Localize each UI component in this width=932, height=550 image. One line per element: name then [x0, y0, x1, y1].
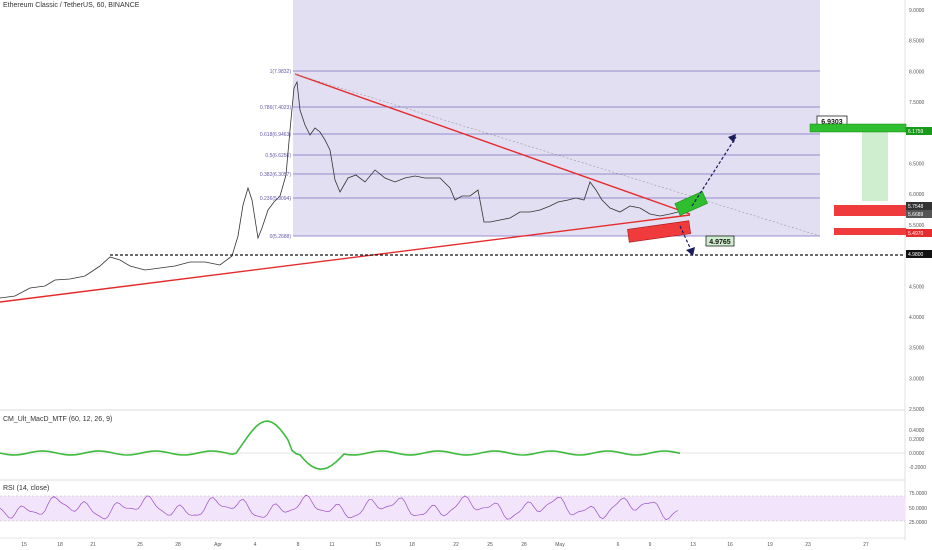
time-axis-tick: 15 — [375, 542, 381, 548]
macd-axis-tick: 0.2000 — [909, 437, 925, 443]
price-axis-tick: 8.0000 — [909, 69, 925, 75]
rsi-axis-tick: 75.0000 — [909, 491, 927, 497]
fib-level-label: 0(5.2688) — [270, 234, 292, 240]
rsi-indicator-label[interactable]: RSI (14, close) — [3, 485, 50, 492]
fib-zone — [293, 0, 820, 236]
time-axis-tick: 23 — [805, 542, 811, 548]
price-axis-tick: 4.0000 — [909, 315, 925, 321]
sell-marker-lower — [834, 228, 906, 235]
time-axis-tick: 15 — [21, 542, 27, 548]
time-axis-tick: May — [555, 542, 565, 548]
rsi-axis-tick: 25.0000 — [909, 520, 927, 526]
price-axis-tick: 8.5000 — [909, 39, 925, 45]
time-axis-tick: 16 — [727, 542, 733, 548]
time-axis-tick: 6 — [617, 542, 620, 548]
target-bar — [809, 123, 907, 133]
up-arrow-head — [728, 134, 736, 143]
rsi-line — [0, 494, 679, 521]
sell-marker-upper — [834, 205, 906, 216]
down-arrow-head — [686, 247, 695, 256]
price-badge-label: 5.7548 — [908, 204, 924, 210]
price-badge-label: 6.1759 — [908, 129, 924, 135]
macd-indicator-label[interactable]: CM_Ult_MacD_MTF (60, 12, 26, 9) — [3, 416, 113, 423]
time-axis-tick: Apr — [214, 542, 222, 548]
time-axis-tick: 25 — [137, 542, 143, 548]
price-badge-label: 5.6689 — [908, 212, 924, 218]
macd-axis-tick: 0.0000 — [909, 451, 925, 457]
fib-level-label: 0.5(6.6256) — [265, 153, 291, 159]
fib-trendline — [294, 73, 821, 237]
fib-level-label: 1(7.9832) — [270, 69, 292, 75]
time-axis-tick: 27 — [863, 542, 869, 548]
price-axis-tick: 6.0000 — [909, 192, 925, 198]
stop-callout — [705, 235, 735, 247]
target-zone — [862, 125, 888, 201]
time-axis-tick: 18 — [409, 542, 415, 548]
time-axis-tick: 8 — [297, 542, 300, 548]
time-axis-tick: 25 — [487, 542, 493, 548]
price-badge-label: 5.4970 — [908, 231, 924, 237]
chart-title: Ethereum Classic / TetherUS, 60, BINANCE — [3, 2, 140, 9]
fib-level-label: 0.618(6.9463) — [260, 132, 291, 138]
price-axis-tick: 7.5000 — [909, 100, 925, 106]
price-axis-tick: 3.0000 — [909, 376, 925, 382]
resistance-trendline — [294, 73, 691, 215]
fib-level-label: 0.236(5.9094) — [260, 196, 291, 202]
price-badge — [906, 127, 932, 135]
price-axis-tick: 6.5000 — [909, 162, 925, 168]
price-badge-label: 4.9800 — [908, 252, 924, 258]
macd-axis-tick: 0.4000 — [909, 428, 925, 434]
macd-line — [0, 420, 681, 470]
target-callout-label: 6.9303 — [821, 119, 843, 126]
time-axis-tick: 19 — [767, 542, 773, 548]
price-series-line — [0, 80, 679, 299]
rsi-axis-tick: 50.0000 — [909, 506, 927, 512]
price-badge — [906, 250, 932, 258]
bearish-box — [627, 220, 692, 243]
up-arrow — [691, 136, 737, 207]
price-axis-tick: 5.5000 — [909, 223, 925, 229]
price-axis-tick: 9.0000 — [909, 8, 925, 14]
price-axis-tick: 3.5000 — [909, 346, 925, 352]
time-axis-tick: 18 — [57, 542, 63, 548]
fib-level-label: 0.786(7.4023) — [260, 105, 291, 111]
price-badge — [906, 210, 932, 218]
time-axis-tick: 28 — [175, 542, 181, 548]
time-axis-tick: 9 — [649, 542, 652, 548]
time-axis-tick: 22 — [453, 542, 459, 548]
stop-callout-label: 4.9765 — [709, 239, 731, 246]
time-axis-tick: 28 — [521, 542, 527, 548]
macd-axis-tick: -0.2000 — [909, 465, 926, 471]
support-trendline — [0, 214, 691, 303]
bullish-box — [674, 191, 708, 216]
time-axis-tick: 21 — [90, 542, 96, 548]
price-badge — [906, 229, 932, 237]
price-axis-tick: 2.5000 — [909, 407, 925, 413]
price-axis-tick: 4.5000 — [909, 284, 925, 290]
time-axis-tick: 13 — [690, 542, 696, 548]
rsi-band — [0, 496, 905, 521]
time-axis-tick: 11 — [329, 542, 334, 548]
time-axis-tick: 4 — [254, 542, 257, 548]
fib-level-label: 0.382(6.3057) — [260, 172, 291, 178]
price-badge — [906, 202, 932, 210]
